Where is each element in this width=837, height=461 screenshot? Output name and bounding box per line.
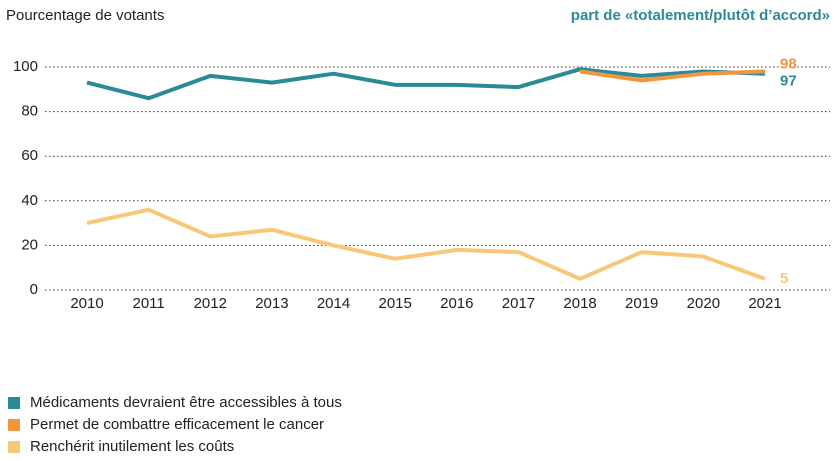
series-line (86, 207, 766, 281)
x-tick-label: 2015 (378, 295, 411, 312)
subtitle: part de «totalement/plutôt d’accord» (571, 7, 830, 24)
series-line (86, 67, 766, 101)
x-tick-label: 2021 (748, 295, 781, 312)
x-tick-label: 2014 (317, 295, 350, 312)
x-tick-label: 2020 (687, 295, 720, 312)
y-tick-label: 0 (30, 281, 38, 298)
end-label: 98 (780, 55, 797, 72)
y-tick-label: 20 (21, 236, 38, 253)
x-tick-label: 2011 (133, 295, 165, 312)
x-tick-label: 2016 (440, 295, 473, 312)
y-axis-label: Pourcentage de votants (6, 7, 164, 24)
legend-label: Renchérit inutilement les coûts (30, 438, 234, 455)
end-label: 97 (780, 73, 797, 90)
legend-label: Médicaments devraient être accessibles à… (30, 394, 342, 411)
x-tick-label: 2017 (502, 295, 535, 312)
y-tick-label: 40 (21, 192, 38, 209)
x-tick-label: 2010 (70, 295, 103, 312)
y-tick-label: 100 (13, 58, 38, 75)
series-line (579, 69, 766, 83)
x-tick-label: 2018 (563, 295, 596, 312)
legend-label: Permet de combattre efficacement le canc… (30, 416, 324, 433)
legend-swatch (8, 419, 20, 431)
y-tick-label: 60 (21, 147, 38, 164)
legend-swatch (8, 397, 20, 409)
x-tick-label: 2012 (194, 295, 227, 312)
x-tick-label: 2019 (625, 295, 658, 312)
x-tick-label: 2013 (255, 295, 288, 312)
y-tick-label: 80 (21, 103, 38, 120)
legend-swatch (8, 441, 20, 453)
end-label: 5 (780, 270, 788, 287)
